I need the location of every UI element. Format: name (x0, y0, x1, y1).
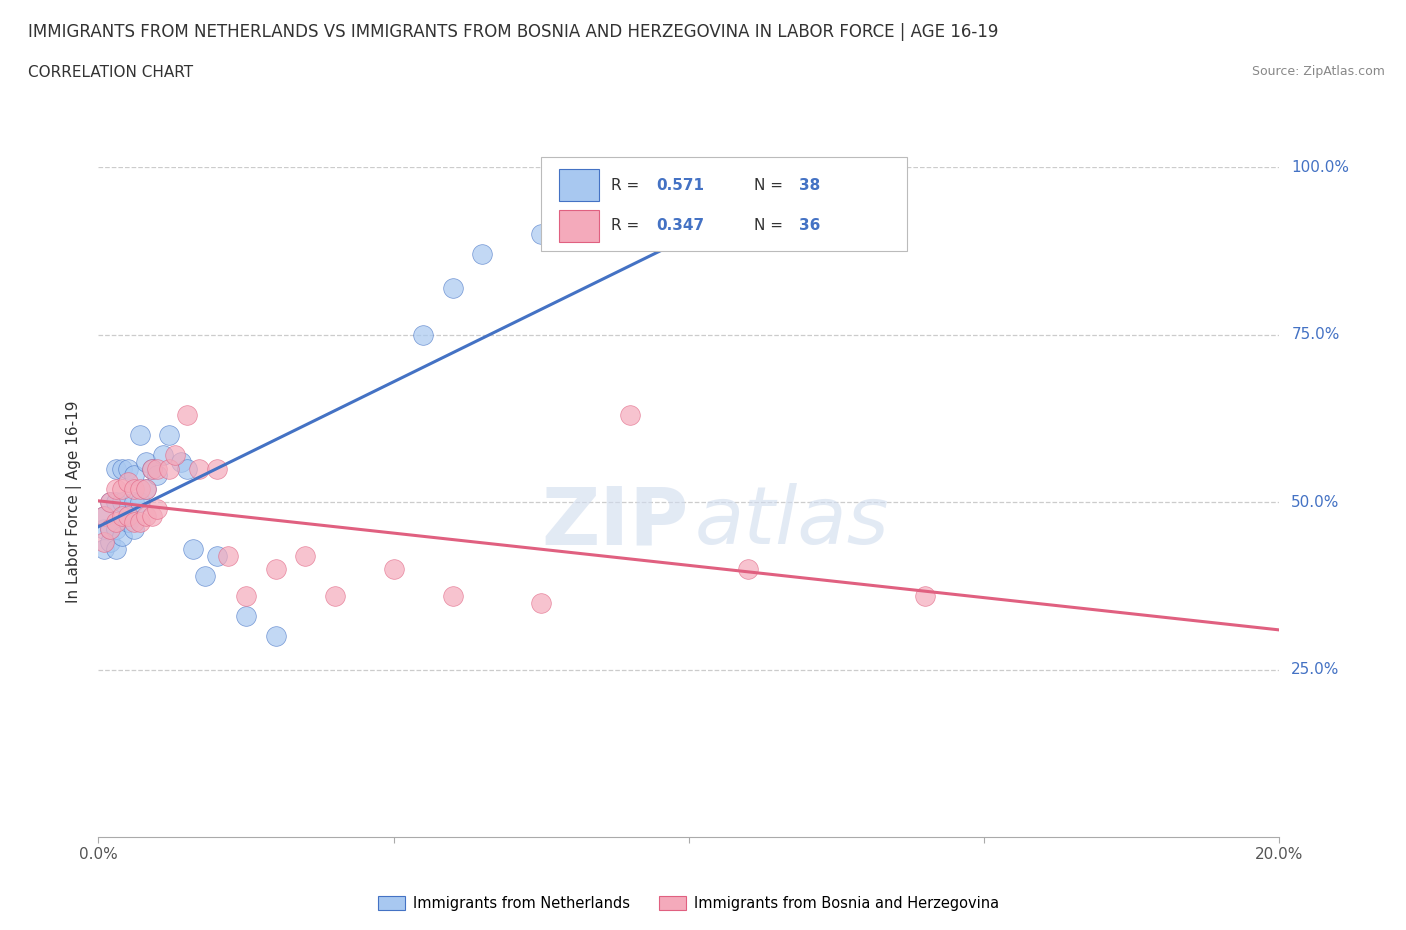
Point (181, 541, 204, 556)
Point (98, 495, 121, 510)
Text: 0.571: 0.571 (655, 178, 704, 193)
Point (141, 508, 163, 523)
Point (855, 187, 877, 202)
Point (128, 482, 150, 497)
Point (111, 482, 134, 497)
Text: 50.0%: 50.0% (1291, 495, 1340, 510)
Point (93, 508, 115, 523)
Point (441, 589, 464, 604)
Point (412, 327, 434, 342)
Point (382, 562, 405, 577)
Point (914, 589, 936, 604)
Point (165, 448, 187, 463)
Point (117, 474, 139, 489)
Point (117, 508, 139, 523)
Point (122, 515, 145, 530)
Point (619, 407, 641, 422)
Point (122, 482, 145, 497)
FancyBboxPatch shape (541, 157, 907, 251)
Point (205, 549, 228, 564)
Point (98, 495, 121, 510)
Point (128, 495, 150, 510)
Text: Source: ZipAtlas.com: Source: ZipAtlas.com (1251, 65, 1385, 78)
Text: 38: 38 (799, 178, 820, 193)
Point (187, 461, 209, 476)
Legend: Immigrants from Netherlands, Immigrants from Bosnia and Herzegovina: Immigrants from Netherlands, Immigrants … (373, 890, 1005, 917)
Point (105, 515, 128, 530)
Point (264, 562, 287, 577)
Point (170, 455, 193, 470)
Point (135, 508, 157, 523)
Point (146, 461, 169, 476)
Point (128, 515, 150, 530)
Point (128, 428, 150, 443)
Text: N =: N = (754, 178, 787, 193)
Point (111, 508, 134, 523)
Point (111, 495, 134, 510)
Point (146, 501, 169, 516)
Text: 36: 36 (799, 219, 820, 233)
Point (205, 461, 228, 476)
Text: 75.0%: 75.0% (1291, 327, 1340, 342)
Text: 0.347: 0.347 (655, 219, 704, 233)
Point (530, 595, 553, 610)
Point (93, 535, 115, 550)
Point (122, 495, 145, 510)
Point (93, 522, 115, 537)
Point (194, 568, 217, 583)
Point (176, 461, 198, 476)
Text: IMMIGRANTS FROM NETHERLANDS VS IMMIGRANTS FROM BOSNIA AND HERZEGOVINA IN LABOR F: IMMIGRANTS FROM NETHERLANDS VS IMMIGRANT… (28, 23, 998, 41)
Point (471, 247, 494, 262)
Text: atlas: atlas (695, 484, 890, 562)
Point (105, 495, 128, 510)
Point (135, 455, 157, 470)
Y-axis label: In Labor Force | Age 16-19: In Labor Force | Age 16-19 (66, 401, 83, 604)
Text: R =: R = (612, 219, 644, 233)
Text: CORRELATION CHART: CORRELATION CHART (28, 65, 193, 80)
Point (152, 448, 174, 463)
Point (157, 428, 180, 443)
Point (217, 549, 239, 564)
Text: 25.0%: 25.0% (1291, 662, 1340, 677)
FancyBboxPatch shape (560, 209, 599, 243)
Point (530, 227, 553, 242)
Point (117, 461, 139, 476)
Point (105, 522, 128, 537)
Point (135, 482, 157, 497)
Point (235, 589, 257, 604)
Text: R =: R = (612, 178, 644, 193)
Point (105, 482, 128, 497)
Point (117, 515, 139, 530)
Point (111, 528, 134, 543)
Text: 100.0%: 100.0% (1291, 160, 1350, 175)
Text: N =: N = (754, 219, 787, 233)
FancyBboxPatch shape (560, 168, 599, 202)
Point (105, 541, 128, 556)
Point (146, 468, 169, 483)
Point (122, 468, 145, 483)
Text: ZIP: ZIP (541, 484, 689, 562)
Point (235, 608, 257, 623)
Point (141, 461, 163, 476)
Point (323, 589, 346, 604)
Point (176, 407, 198, 422)
Point (441, 281, 464, 296)
Point (105, 461, 128, 476)
Point (135, 482, 157, 497)
Point (294, 549, 316, 564)
Point (122, 522, 145, 537)
Point (93, 508, 115, 523)
Point (98, 522, 121, 537)
Point (157, 461, 180, 476)
Point (141, 461, 163, 476)
Point (93, 541, 115, 556)
Point (98, 535, 121, 550)
Point (737, 562, 759, 577)
Point (98, 522, 121, 537)
Point (111, 461, 134, 476)
Point (264, 629, 287, 644)
